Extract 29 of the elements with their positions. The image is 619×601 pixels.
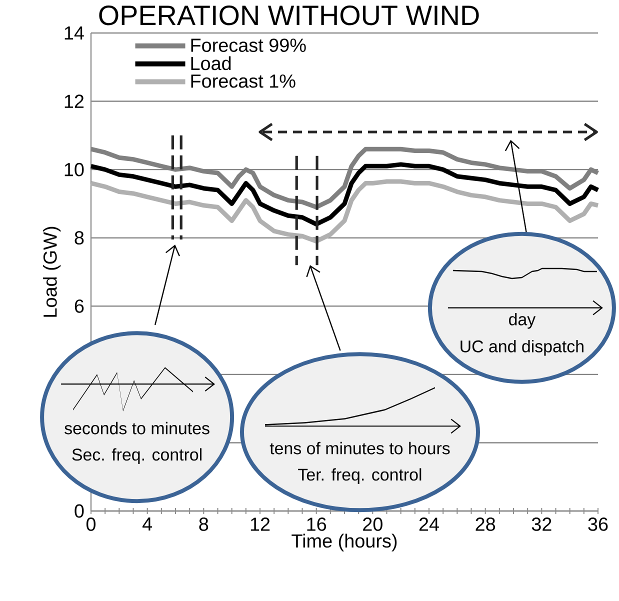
y-axis-title: Load (GW) — [42, 226, 61, 317]
x-tick-label: 0 — [86, 518, 96, 531]
chart-title: OPERATION WITHOUT WIND — [99, 6, 479, 26]
x-tick-label: 36 — [588, 518, 608, 531]
annotation: Ter. freq. control — [298, 468, 422, 484]
x-tick-label: 32 — [532, 518, 552, 531]
y-tick-label: 10 — [64, 162, 84, 176]
annotation: UC and dispatch — [460, 340, 584, 356]
annotation: tens of minutes to hours — [270, 442, 450, 454]
x-tick-label: 28 — [476, 518, 496, 531]
y-tick-label: 8 — [74, 231, 84, 245]
line-series — [88, 179, 600, 244]
annotation: seconds to minutes — [64, 422, 210, 434]
x-tick-label: 24 — [419, 518, 439, 531]
x-tick-label: 16 — [307, 518, 326, 531]
x-tick-label: 12 — [250, 518, 270, 531]
y-tick-label: 14 — [64, 26, 84, 40]
x-tick-label: 20 — [363, 518, 382, 531]
x-tick-label: 4 — [142, 518, 152, 531]
annotation: day — [509, 312, 536, 329]
y-tick-label: 0 — [74, 504, 84, 518]
legend-label: Forecast 99% — [191, 38, 306, 52]
x-axis-title: Time (hours) — [292, 534, 397, 552]
annotation: Sec. freq. control — [72, 448, 202, 464]
legend-label: Forecast 1% — [191, 74, 296, 88]
y-tick-label: 12 — [64, 94, 84, 108]
legend-label: Load — [191, 56, 231, 70]
x-tick-label: 8 — [199, 518, 208, 531]
y-tick-label: 6 — [74, 299, 84, 313]
